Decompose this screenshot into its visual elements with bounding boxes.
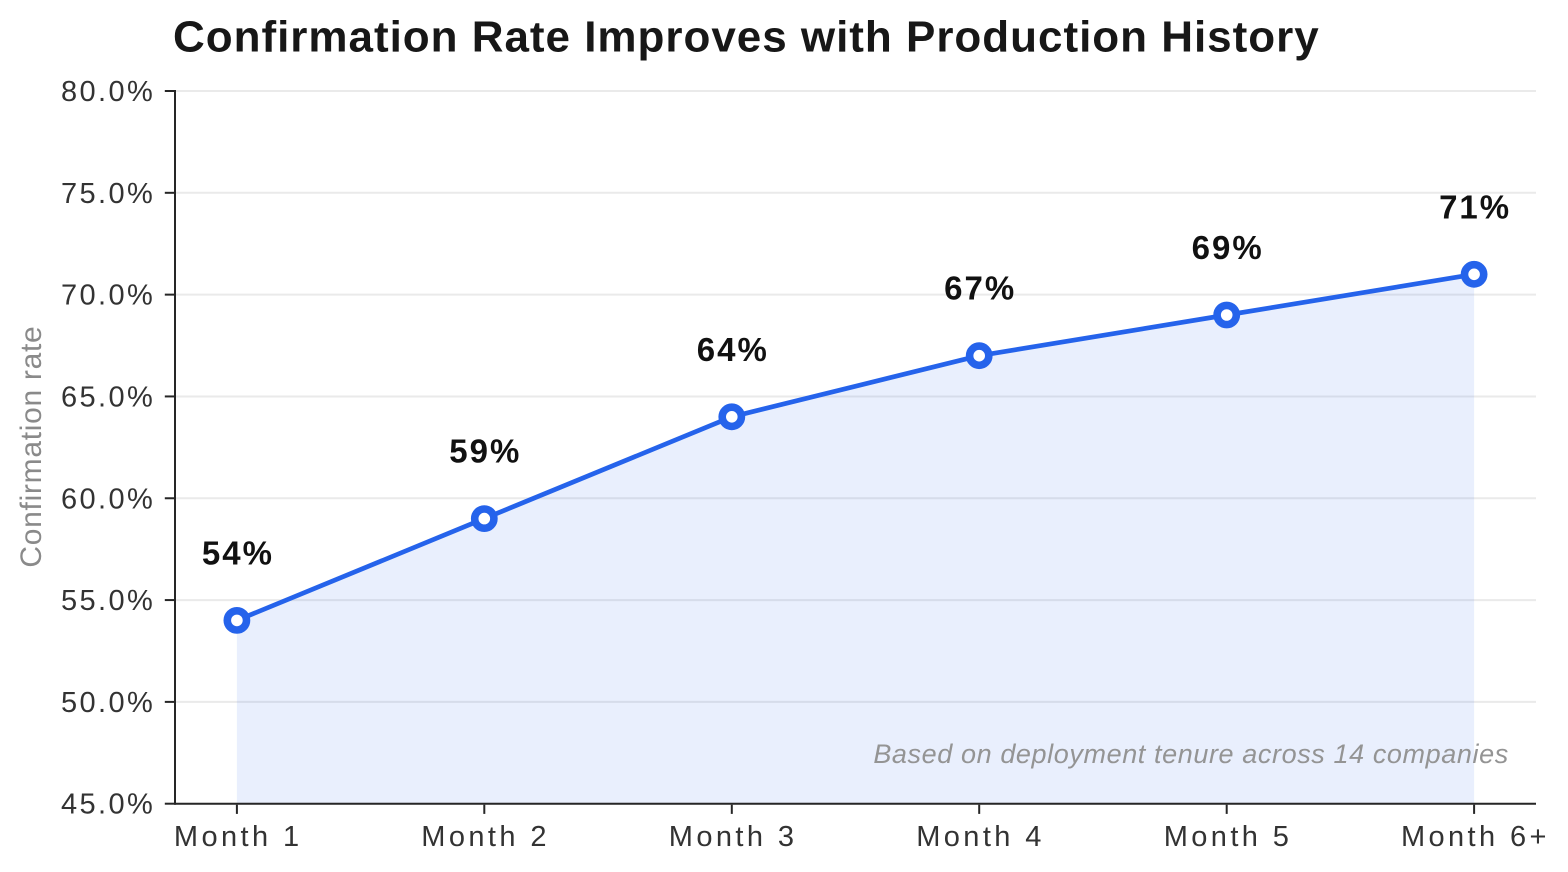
svg-text:69%: 69%: [1192, 229, 1264, 266]
svg-text:Confirmation rate: Confirmation rate: [15, 326, 48, 568]
svg-text:Month 5: Month 5: [1164, 821, 1293, 853]
svg-text:Month 1: Month 1: [174, 821, 303, 853]
svg-text:60.0%: 60.0%: [61, 483, 155, 515]
svg-text:75.0%: 75.0%: [61, 178, 155, 210]
svg-text:50.0%: 50.0%: [61, 687, 155, 719]
svg-text:Based on deployment tenure acr: Based on deployment tenure across 14 com…: [873, 739, 1508, 769]
svg-text:Month 6+: Month 6+: [1401, 821, 1550, 853]
svg-text:Month 4: Month 4: [916, 821, 1045, 853]
svg-text:Confirmation Rate Improves wit: Confirmation Rate Improves with Producti…: [173, 12, 1320, 61]
svg-text:Month 2: Month 2: [421, 821, 550, 853]
svg-text:64%: 64%: [697, 331, 769, 368]
svg-text:45.0%: 45.0%: [61, 789, 155, 821]
svg-text:65.0%: 65.0%: [61, 381, 155, 413]
svg-text:54%: 54%: [202, 534, 274, 571]
svg-text:71%: 71%: [1439, 188, 1511, 225]
svg-text:Month 3: Month 3: [669, 821, 798, 853]
svg-text:80.0%: 80.0%: [61, 76, 155, 108]
svg-text:67%: 67%: [944, 270, 1016, 307]
svg-text:70.0%: 70.0%: [61, 280, 155, 312]
svg-text:55.0%: 55.0%: [61, 585, 155, 617]
svg-text:59%: 59%: [449, 433, 521, 470]
